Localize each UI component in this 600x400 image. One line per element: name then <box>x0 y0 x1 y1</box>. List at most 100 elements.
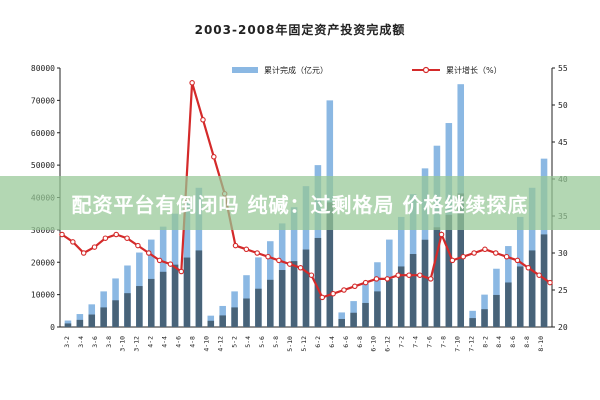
growth-point <box>427 276 434 282</box>
left-tick-label: 0 <box>50 323 55 332</box>
bar-shade <box>88 314 96 327</box>
growth-point <box>341 287 347 293</box>
x-tick-label: 6-12 <box>384 336 392 352</box>
bar-shade <box>112 300 119 327</box>
growth-point <box>514 257 521 264</box>
legend-bar-swatch <box>232 67 258 73</box>
bar-shade <box>255 288 262 327</box>
bar-shade <box>516 266 524 327</box>
growth-point <box>124 235 130 241</box>
growth-point <box>211 154 217 160</box>
legend-line-label: 累计增长（%） <box>446 65 502 75</box>
growth-point <box>265 253 271 260</box>
legend: 累计完成（亿元） 累计增长（%） <box>232 65 502 75</box>
bar-shade <box>231 307 238 327</box>
growth-point <box>438 231 445 238</box>
x-tick-label: 5-8 <box>272 336 280 348</box>
bar-shade <box>338 318 345 327</box>
growth-point <box>536 272 542 278</box>
bar-shade <box>326 202 334 327</box>
bar-shade <box>433 227 441 327</box>
growth-point <box>460 253 466 260</box>
bar-shade <box>290 261 298 327</box>
right-tick-label: 45 <box>558 138 568 147</box>
growth-point <box>525 265 532 271</box>
legend-bar-label: 累计完成（亿元） <box>264 65 328 75</box>
bar-shade <box>136 286 143 327</box>
bar-shade <box>314 237 322 327</box>
growth-point <box>135 242 141 249</box>
x-tick-label: 5-2 <box>230 336 238 348</box>
growth-point <box>254 250 260 256</box>
bar-shade <box>124 293 131 327</box>
growth-point <box>373 276 380 282</box>
bar-shade <box>386 278 393 327</box>
growth-point <box>352 283 358 290</box>
x-tick-label: 8-10 <box>537 336 545 352</box>
left-tick-label: 20000 <box>31 258 55 267</box>
bar-shade <box>469 318 476 327</box>
bar-shade <box>302 249 310 327</box>
left-tick-label: 80000 <box>31 64 55 73</box>
legend-line-marker <box>422 66 430 74</box>
growth-point <box>59 231 65 238</box>
growth-point <box>146 250 152 256</box>
bar-shade <box>481 309 488 327</box>
growth-point <box>297 265 304 271</box>
bar-shade <box>76 319 84 327</box>
x-tick-label: 7-2 <box>398 336 406 348</box>
left-tick-label: 70000 <box>31 96 55 105</box>
growth-point <box>493 250 499 256</box>
right-tick-label: 50 <box>558 101 568 110</box>
growth-point <box>330 290 336 297</box>
growth-markers <box>59 80 553 301</box>
bar-shade <box>195 250 203 327</box>
growth-point <box>362 279 369 286</box>
x-tick-label: 7-12 <box>467 336 475 352</box>
x-tick-label: 7-8 <box>439 336 447 348</box>
growth-point <box>113 231 119 238</box>
x-tick-label: 6-2 <box>314 336 322 348</box>
growth-point <box>471 250 477 256</box>
growth-point <box>286 261 293 267</box>
bar-shade <box>505 282 512 327</box>
growth-point <box>503 253 510 260</box>
x-tick-label: 5-10 <box>286 336 294 352</box>
growth-point <box>308 272 315 278</box>
right-tick-label: 25 <box>558 286 568 295</box>
bar-shade <box>540 234 548 327</box>
left-tick-label: 30000 <box>31 226 55 235</box>
growth-point <box>200 117 206 123</box>
bar-shade <box>100 307 107 327</box>
growth-point <box>80 250 87 256</box>
growth-point <box>243 246 250 253</box>
x-tick-label: 7-6 <box>426 336 434 348</box>
x-tick-label: 3-8 <box>105 336 113 348</box>
left-tick-label: 10000 <box>31 291 55 300</box>
x-tick-label: 6-10 <box>370 336 378 352</box>
growth-point <box>178 268 185 275</box>
x-axis-ticks: 3-2 3-4 3-6 3-8 3-10 3-12 4-2 4-4 4-6 4-8 4-10 4-12… <box>63 336 545 352</box>
growth-point <box>417 272 423 278</box>
growth-point <box>406 272 412 278</box>
left-tick-label: 60000 <box>31 129 55 138</box>
x-tick-label: 4-6 <box>175 336 183 348</box>
x-tick-label: 5-6 <box>258 336 266 348</box>
x-tick-label: 6-8 <box>356 336 364 348</box>
growth-line <box>61 82 551 299</box>
x-tick-label: 6-6 <box>342 336 350 348</box>
bar-shade <box>397 266 405 327</box>
growth-point <box>91 244 98 250</box>
x-tick-label: 4-4 <box>161 336 169 348</box>
x-tick-label: 5-12 <box>300 336 308 352</box>
x-tick-label: 4-2 <box>147 336 155 348</box>
growth-point <box>156 257 163 264</box>
growth-point <box>319 294 326 301</box>
bar-shade <box>528 250 536 327</box>
right-tick-label: 20 <box>558 323 568 332</box>
x-tick-label: 8-8 <box>523 336 531 348</box>
x-tick-label: 3-6 <box>91 336 99 348</box>
x-tick-label: 4-8 <box>189 336 197 348</box>
growth-point <box>102 235 109 241</box>
bar-shade <box>219 315 226 327</box>
